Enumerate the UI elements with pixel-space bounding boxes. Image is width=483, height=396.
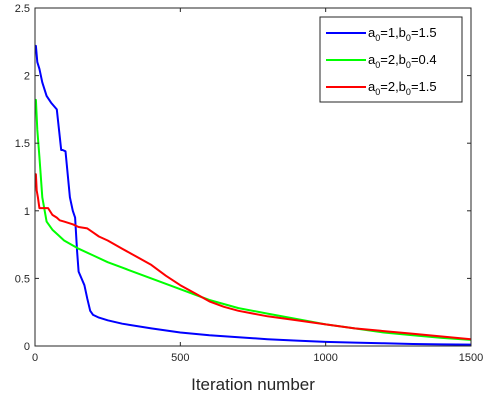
series-line-1 — [34, 44, 472, 346]
x-tick-label: 500 — [171, 352, 189, 364]
axes-box — [34, 7, 472, 347]
legend-label-3: a0=2,b0=1.5 — [368, 79, 437, 97]
series-layer — [34, 44, 472, 346]
legend: a0=1,b0=1.5 a0=2,b0=0.4 a0=2,b0=1.5 — [319, 16, 463, 103]
y-tick-label: 1.5 — [15, 138, 30, 150]
x-tick-label: 1000 — [313, 352, 337, 364]
y-axis-ticks: 0 0.5 1 1.5 2 2.5 — [15, 3, 471, 353]
y-tick-label: 2.5 — [15, 3, 30, 15]
series-line-3 — [34, 173, 472, 341]
legend-label-2: a0=2,b0=0.4 — [368, 52, 437, 70]
y-tick-label: 0 — [24, 341, 30, 353]
x-axis-title: Iteration number — [191, 375, 315, 394]
y-tick-label: 2 — [24, 71, 30, 83]
x-tick-label: 0 — [32, 352, 38, 364]
legend-label-1: a0=1,b0=1.5 — [368, 25, 437, 43]
x-axis-ticks: 0 500 1000 1500 — [32, 8, 483, 364]
y-tick-label: 0.5 — [15, 273, 30, 285]
x-tick-label: 1500 — [459, 352, 483, 364]
y-tick-label: 1 — [24, 206, 30, 218]
